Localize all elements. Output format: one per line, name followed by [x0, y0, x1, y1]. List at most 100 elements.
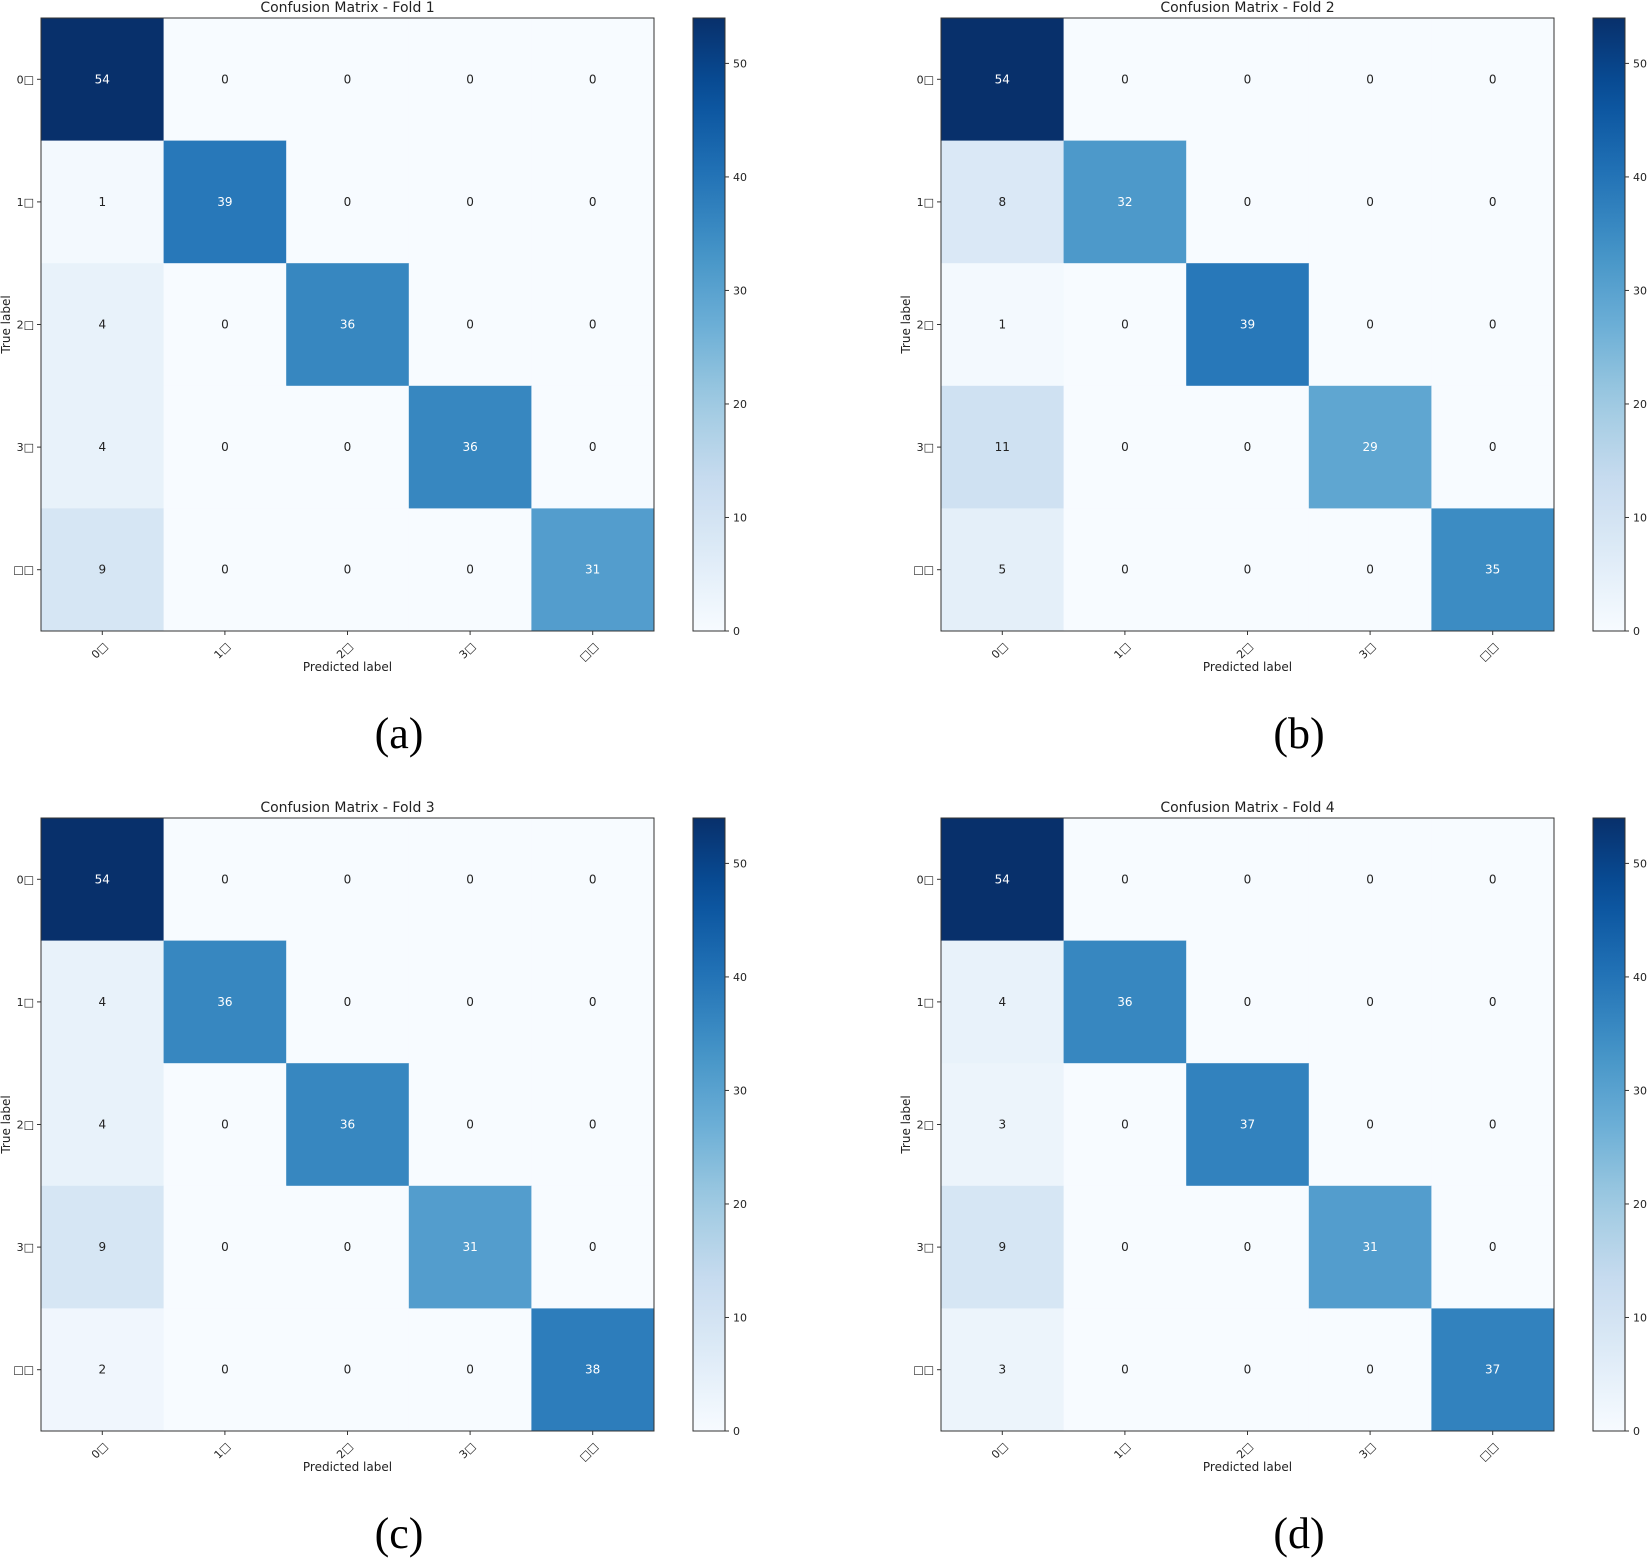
colorbar-tick-label: 40	[1633, 971, 1647, 984]
matrix-cell	[1308, 818, 1432, 942]
matrix-cell	[941, 1308, 1065, 1432]
matrix-cell	[1431, 818, 1555, 942]
matrix-cell	[1431, 1185, 1555, 1309]
cell-value-label: 0	[1121, 872, 1129, 886]
cell-value-label: 35	[1485, 563, 1500, 577]
matrix-cell	[163, 18, 287, 142]
cell-value-label: 37	[1240, 1118, 1255, 1132]
matrix-cell	[1308, 1063, 1432, 1187]
cell-value-label: 0	[589, 1118, 597, 1132]
cell-value-label: 0	[1489, 318, 1497, 332]
cell-value-label: 0	[344, 872, 352, 886]
cell-value-label: 0	[221, 563, 229, 577]
cell-value-label: 36	[340, 1118, 355, 1132]
cell-value-label: 54	[995, 72, 1010, 86]
matrix-cell	[1186, 1185, 1310, 1309]
matrix-cell	[531, 818, 655, 942]
matrix-cell	[1431, 18, 1555, 142]
cell-value-label: 0	[589, 1240, 597, 1254]
cell-value-label: 36	[217, 995, 232, 1009]
cell-value-label: 0	[466, 1118, 474, 1132]
colorbar-tick-label: 20	[1633, 398, 1647, 411]
matrix-cell	[1063, 1308, 1187, 1432]
matrix-cell	[286, 263, 410, 387]
cell-value-label: 0	[466, 563, 474, 577]
cell-value-label: 0	[1121, 72, 1129, 86]
y-tick-label: 0□	[917, 873, 934, 886]
matrix-cell	[941, 385, 1065, 509]
matrix-cell	[163, 140, 287, 264]
cell-value-label: 0	[466, 195, 474, 209]
matrix-cell	[408, 385, 532, 509]
cell-value-label: 36	[340, 318, 355, 332]
matrix-cell	[163, 940, 287, 1064]
cell-value-label: 0	[466, 318, 474, 332]
matrix-cell	[163, 508, 287, 632]
cell-value-label: 4	[98, 995, 106, 1009]
matrix-cell	[1063, 1185, 1187, 1309]
y-tick-label: 2□	[17, 319, 34, 332]
cell-value-label: 0	[1366, 1118, 1374, 1132]
colorbar-tick-label: 20	[733, 1198, 747, 1211]
matrix-cell	[531, 385, 655, 509]
cell-value-label: 3	[998, 1363, 1006, 1377]
matrix-cell	[941, 1185, 1065, 1309]
y-tick-label: 1□	[17, 996, 34, 1009]
matrix-cell	[286, 940, 410, 1064]
y-tick-label: 0□	[17, 873, 34, 886]
matrix-cell	[1063, 18, 1187, 142]
cell-value-label: 0	[344, 563, 352, 577]
y-tick-label: 1□	[917, 196, 934, 209]
cell-value-label: 0	[1121, 1363, 1129, 1377]
chart-title: Confusion Matrix - Fold 4	[1160, 800, 1334, 816]
confusion-matrix-panel: Confusion Matrix - Fold 354 0 0 0 04 36 0 0 04 0 3…	[0, 800, 747, 1558]
confusion-matrix-panel: Confusion Matrix - Fold 454 0 0 0 04 36 0 0 03 0 3…	[899, 800, 1647, 1558]
y-tick-label: 3□	[17, 1241, 34, 1254]
matrix-cell	[1308, 18, 1432, 142]
matrix-cell	[408, 940, 532, 1064]
panel-caption: (d)	[1273, 1509, 1324, 1558]
x-tick-label: 1□	[212, 640, 234, 662]
matrix-cell	[941, 140, 1065, 264]
cell-value-label: 38	[585, 1363, 600, 1377]
matrix-cell	[286, 1185, 410, 1309]
cell-value-label: 0	[344, 995, 352, 1009]
cell-value-label: 0	[589, 318, 597, 332]
confusion-matrix-panel: Confusion Matrix - Fold 154 0 0 0 01 39 0 0 04 0 3…	[0, 0, 747, 758]
colorbar-tick-label: 40	[733, 971, 747, 984]
y-tick-label: 2□	[917, 1119, 934, 1132]
matrix-cell	[163, 1185, 287, 1309]
x-axis-label: Predicted label	[303, 1460, 392, 1474]
matrix-cell	[1063, 818, 1187, 942]
cell-value-label: 0	[589, 72, 597, 86]
matrix-cell	[41, 1063, 165, 1187]
x-tick-label: 3□	[1357, 640, 1379, 662]
matrix-cell	[41, 18, 165, 142]
cell-value-label: 4	[998, 995, 1006, 1009]
matrix-cell	[1186, 508, 1310, 632]
x-tick-label: 2□	[334, 640, 356, 662]
x-tick-label: 1□	[1112, 1440, 1134, 1462]
x-tick-label: 3□	[1357, 1440, 1379, 1462]
matrix-cell	[1063, 508, 1187, 632]
matrix-cell	[1431, 385, 1555, 509]
cell-value-label: 0	[1121, 1240, 1129, 1254]
x-tick-label: 1□	[1112, 640, 1134, 662]
cell-value-label: 0	[1366, 563, 1374, 577]
colorbar-tick-label: 10	[1633, 511, 1647, 524]
y-tick-label: 2□	[17, 1119, 34, 1132]
matrix-cell	[531, 940, 655, 1064]
cell-value-label: 0	[1489, 195, 1497, 209]
cell-value-label: 0	[221, 1363, 229, 1377]
matrix-cell	[163, 1308, 287, 1432]
cell-value-label: 0	[1244, 872, 1252, 886]
matrix-cell	[41, 940, 165, 1064]
matrix-cell	[1308, 508, 1432, 632]
y-tick-label: 2□	[917, 319, 934, 332]
x-tick-label: 3□	[457, 640, 479, 662]
matrix-cell	[408, 508, 532, 632]
matrix-cell	[41, 818, 165, 942]
matrix-cell	[408, 18, 532, 142]
matrix-cell	[286, 140, 410, 264]
matrix-cell	[163, 818, 287, 942]
